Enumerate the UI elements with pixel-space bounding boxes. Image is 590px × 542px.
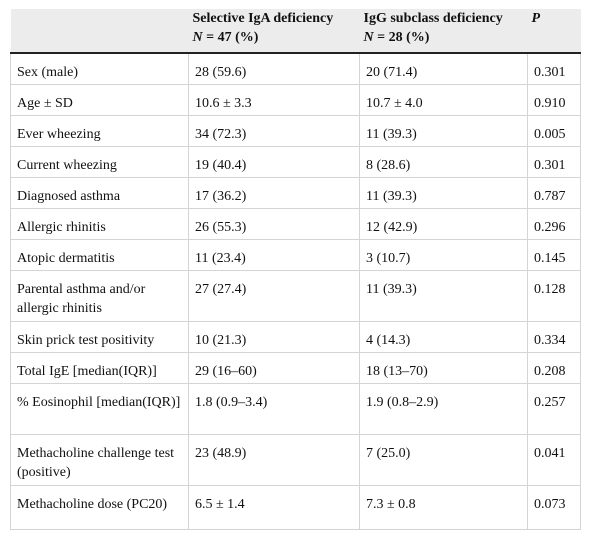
row-igg-value: 11 (39.3) <box>359 270 528 322</box>
row-p-value: 0.296 <box>527 208 581 240</box>
table-row: Current wheezing 19 (40.4) 8 (28.6) 0.30… <box>10 146 581 178</box>
row-p-value: 0.301 <box>527 146 581 178</box>
table-row: % Eosinophil [median(IQR)] 1.8 (0.9–3.4)… <box>10 383 581 435</box>
row-igg-value: 10.7 ± 4.0 <box>359 84 528 116</box>
table-row: Methacholine challenge test (positive) 2… <box>10 434 581 486</box>
table-row: Skin prick test positivity 10 (21.3) 4 (… <box>10 321 581 353</box>
row-p-value: 0.128 <box>527 270 581 322</box>
header-iga-pct: (%) <box>235 30 259 45</box>
header-iga-count: N = 47 (%) <box>193 28 360 47</box>
row-p-value: 0.334 <box>527 321 581 353</box>
row-label: Atopic dermatitis <box>10 239 189 271</box>
row-p-value: 0.301 <box>527 53 581 85</box>
row-label: Methacholine dose (PC20) <box>10 485 189 530</box>
table-row: Allergic rhinitis 26 (55.3) 12 (42.9) 0.… <box>10 208 581 240</box>
header-cell-iga: Selective IgA deficiency N = 47 (%) <box>188 9 360 54</box>
row-iga-value: 23 (48.9) <box>188 434 360 486</box>
results-table-container: Selective IgA deficiency N = 47 (%) IgG … <box>10 9 581 530</box>
row-iga-value: 19 (40.4) <box>188 146 360 178</box>
table-body: Sex (male) 28 (59.6) 20 (71.4) 0.301 Age… <box>10 53 581 530</box>
row-igg-value: 7 (25.0) <box>359 434 528 486</box>
row-igg-value: 7.3 ± 0.8 <box>359 485 528 530</box>
row-p-value: 0.910 <box>527 84 581 116</box>
header-cell-p: P <box>527 9 581 54</box>
row-p-value: 0.073 <box>527 485 581 530</box>
header-igg-n-value: = 28 <box>373 30 407 45</box>
header-iga-n-label: N <box>192 30 203 45</box>
row-label: Skin prick test positivity <box>10 321 189 353</box>
row-iga-value: 17 (36.2) <box>188 177 360 209</box>
comparison-table: Selective IgA deficiency N = 47 (%) IgG … <box>10 9 581 530</box>
header-igg-title: IgG subclass deficiency <box>363 11 503 26</box>
header-iga-title: Selective IgA deficiency <box>192 11 334 26</box>
row-p-value: 0.041 <box>527 434 581 486</box>
header-igg-n-label: N <box>363 30 374 45</box>
row-label: Ever wheezing <box>10 115 189 147</box>
row-label: % Eosinophil [median(IQR)] <box>10 383 189 435</box>
row-iga-value: 11 (23.4) <box>188 239 360 271</box>
row-label: Parental asthma and/or allergic rhinitis <box>10 270 189 322</box>
row-igg-value: 1.9 (0.8–2.9) <box>359 383 528 435</box>
row-label: Allergic rhinitis <box>10 208 189 240</box>
table-row: Parental asthma and/or allergic rhinitis… <box>10 270 581 322</box>
row-p-value: 0.208 <box>527 352 581 384</box>
table-row: Atopic dermatitis 11 (23.4) 3 (10.7) 0.1… <box>10 239 581 271</box>
row-iga-value: 1.8 (0.9–3.4) <box>188 383 360 435</box>
row-iga-value: 10 (21.3) <box>188 321 360 353</box>
row-iga-value: 27 (27.4) <box>188 270 360 322</box>
table-row: Age ± SD 10.6 ± 3.3 10.7 ± 4.0 0.910 <box>10 84 581 116</box>
row-label: Age ± SD <box>10 84 189 116</box>
header-cell-variable <box>10 9 189 54</box>
row-igg-value: 11 (39.3) <box>359 115 528 147</box>
row-label: Methacholine challenge test (positive) <box>10 434 189 486</box>
table-row: Sex (male) 28 (59.6) 20 (71.4) 0.301 <box>10 53 581 85</box>
row-iga-value: 34 (72.3) <box>188 115 360 147</box>
table-row: Diagnosed asthma 17 (36.2) 11 (39.3) 0.7… <box>10 177 581 209</box>
row-igg-value: 8 (28.6) <box>359 146 528 178</box>
row-iga-value: 6.5 ± 1.4 <box>188 485 360 530</box>
row-igg-value: 12 (42.9) <box>359 208 528 240</box>
table-row: Methacholine dose (PC20) 6.5 ± 1.4 7.3 ±… <box>10 485 581 530</box>
row-igg-value: 4 (14.3) <box>359 321 528 353</box>
row-p-value: 0.257 <box>527 383 581 435</box>
table-row: Ever wheezing 34 (72.3) 11 (39.3) 0.005 <box>10 115 581 147</box>
row-igg-value: 3 (10.7) <box>359 239 528 271</box>
row-p-value: 0.145 <box>527 239 581 271</box>
table-header: Selective IgA deficiency N = 47 (%) IgG … <box>10 9 581 54</box>
header-p-title: P <box>531 11 541 26</box>
header-igg-pct: (%) <box>406 30 430 45</box>
row-label: Current wheezing <box>10 146 189 178</box>
row-iga-value: 26 (55.3) <box>188 208 360 240</box>
row-label: Diagnosed asthma <box>10 177 189 209</box>
row-igg-value: 20 (71.4) <box>359 53 528 85</box>
row-label: Sex (male) <box>10 53 189 85</box>
header-iga-n-value: = 47 <box>202 30 236 45</box>
row-iga-value: 10.6 ± 3.3 <box>188 84 360 116</box>
row-iga-value: 28 (59.6) <box>188 53 360 85</box>
header-row: Selective IgA deficiency N = 47 (%) IgG … <box>10 9 581 54</box>
row-igg-value: 11 (39.3) <box>359 177 528 209</box>
row-iga-value: 29 (16–60) <box>188 352 360 384</box>
table-row: Total IgE [median(IQR)] 29 (16–60) 18 (1… <box>10 352 581 384</box>
row-label: Total IgE [median(IQR)] <box>10 352 189 384</box>
row-p-value: 0.005 <box>527 115 581 147</box>
header-cell-igg: IgG subclass deficiency N = 28 (%) <box>359 9 528 54</box>
header-igg-count: N = 28 (%) <box>364 28 528 47</box>
row-p-value: 0.787 <box>527 177 581 209</box>
row-igg-value: 18 (13–70) <box>359 352 528 384</box>
